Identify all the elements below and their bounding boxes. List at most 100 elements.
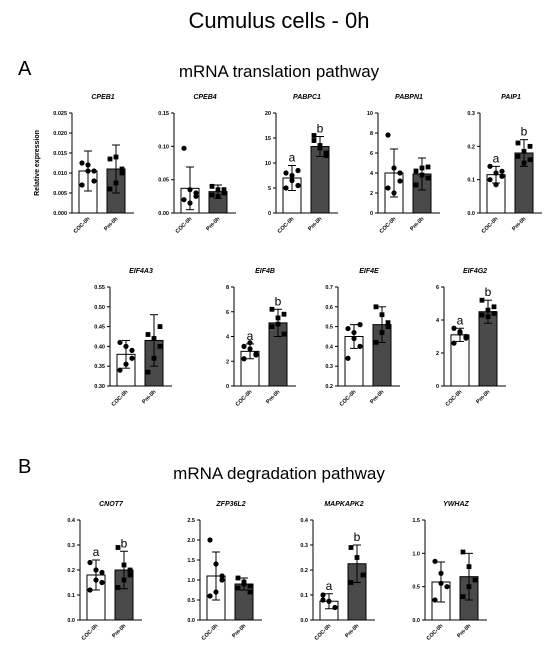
data-point-ywhaz-pm [460,594,466,600]
y-tick-label-eif4a3: 0.50 [94,305,105,311]
sig-letter-eif4g2: a [457,313,464,327]
data-point-zfp36l2-coc [219,573,225,579]
data-point-paip1-pm [515,153,521,159]
data-point-pabpn1-pm [419,172,425,178]
data-point-paip1-coc [493,170,499,176]
sig-letter-paip1: a [493,151,500,165]
y-tick-label-eif4b: 2 [226,359,229,365]
data-point-cpeb4-pm [215,187,221,193]
data-point-ywhaz-pm [466,564,472,570]
data-point-pabpn1-coc [397,170,403,176]
y-tick-label-pabpc1: 15 [265,136,271,142]
y-tick-label-cnot7: 0.4 [67,518,76,524]
data-point-eif4a3-pm [157,344,163,349]
x-category-label-ywhaz: COC-0h [426,623,445,642]
y-tick-label-eif4g2: 4 [436,318,440,324]
x-category-label-zfp36l2: Pm-0h [231,623,248,640]
x-category-label-pabpc1: COC-0h [277,216,296,235]
data-point-zfp36l2-pm [247,589,253,595]
data-point-eif4b-pm [281,311,287,317]
data-point-pabpn1-pm [425,175,431,181]
y-tick-label-eif4e: 0.6 [325,305,333,311]
chart-title-paip1: PAIP1 [501,94,521,101]
data-point-pabpn1-coc [385,185,391,191]
x-category-label-ywhaz: Pm-0h [456,623,473,640]
y-tick-label-cnot7: 0.3 [67,543,75,549]
y-tick-label-cnot7: 0.2 [67,568,75,574]
x-category-label-eif4e: Pm-0h [369,389,386,406]
y-tick-label-pabpn1: 0 [370,211,373,217]
x-category-label-paip1: COC-0h [481,216,500,235]
data-point-eif4g2-pm [491,304,497,310]
sig-letter-cnot7: b [121,536,128,550]
data-point-pabpn1-pm [413,168,419,174]
data-point-ywhaz-pm [472,577,478,583]
y-tick-label-cpeb4: 0.10 [158,144,169,150]
y-tick-label-mapkapk2: 0.2 [300,568,308,574]
data-point-zfp36l2-coc [219,577,225,583]
y-tick-label-eif4g2: 6 [436,285,439,291]
data-point-cpeb1-pm [107,156,113,162]
y-tick-label-eif4b: 0 [226,384,229,390]
data-point-cpeb1-coc [85,168,91,174]
data-point-cnot7-coc [93,567,99,573]
x-category-label-pabpn1: Pm-0h [409,216,426,233]
y-tick-label-eif4b: 6 [226,310,229,316]
data-point-cpeb4-coc [181,145,187,151]
data-point-eif4a3-pm [151,336,157,341]
data-point-cpeb1-pm [113,180,119,186]
data-point-pabpc1-pm [317,145,323,151]
data-point-cpeb1-pm [119,170,125,176]
y-tick-label-ywhaz: 1.5 [412,518,420,524]
data-point-eif4e-pm [373,340,379,345]
y-tick-label-pabpc1: 0 [268,211,271,217]
sig-letter-pabpc1: b [317,122,324,136]
data-point-eif4b-pm [281,331,287,337]
data-point-zfp36l2-coc [207,537,213,543]
chart-title-mapkapk2: MAPKAPK2 [324,501,363,508]
y-tick-label-mapkapk2: 0.1 [300,593,308,599]
data-point-eif4e-pm [385,320,391,326]
data-point-paip1-pm [527,157,533,163]
data-point-mapkapk2-pm [348,580,354,585]
chart-title-eif4a3: EIF4A3 [129,268,153,275]
y-tick-label-cpeb1: 0.010 [53,171,67,177]
data-point-cnot7-coc [99,569,105,576]
data-point-eif4e-coc [345,355,351,361]
y-axis-label: Relative expression [34,130,41,196]
y-tick-label-zfp36l2: 0.0 [187,618,195,624]
data-point-eif4g2-coc [451,325,457,331]
chart-title-eif4g2: EIF4G2 [463,268,487,275]
data-point-eif4g2-pm [479,312,485,318]
data-point-cpeb1-coc [79,182,85,188]
panel-a-label: A [18,58,32,80]
x-category-label-eif4b: Pm-0h [265,389,282,406]
x-category-label-eif4b: COC-0h [235,389,254,408]
data-point-eif4a3-coc [117,367,123,373]
data-point-eif4b-pm [275,315,281,321]
y-tick-label-pabpc1: 20 [265,111,271,117]
y-tick-label-eif4e: 0.2 [325,384,333,390]
y-tick-label-eif4a3: 0.35 [94,364,105,370]
data-point-ywhaz-coc [438,580,444,586]
data-point-eif4b-coc [241,356,247,362]
panel-b-label: B [18,456,32,478]
y-tick-label-paip1: 0.2 [467,144,475,150]
y-tick-label-eif4a3: 0.40 [94,344,105,350]
data-point-eif4b-coc [247,346,253,352]
data-point-zfp36l2-pm [241,581,247,587]
y-tick-label-cnot7: 0.0 [67,618,75,624]
data-point-eif4e-coc [351,329,357,336]
data-point-eif4b-coc [253,351,259,357]
data-point-pabpn1-pm [419,165,425,171]
data-point-cpeb1-coc [85,162,91,168]
data-point-cpeb1-coc [91,178,97,184]
data-point-cpeb4-pm [221,190,227,196]
data-point-zfp36l2-coc [213,561,219,567]
y-tick-label-ywhaz: 0.0 [412,618,420,624]
chart-title-cnot7: CNOT7 [99,501,124,508]
chart-title-ywhaz: YWHAZ [443,501,469,508]
data-point-ywhaz-coc [438,570,444,576]
data-point-ywhaz-coc [432,558,438,564]
x-category-label-eif4e: COC-0h [339,389,358,408]
